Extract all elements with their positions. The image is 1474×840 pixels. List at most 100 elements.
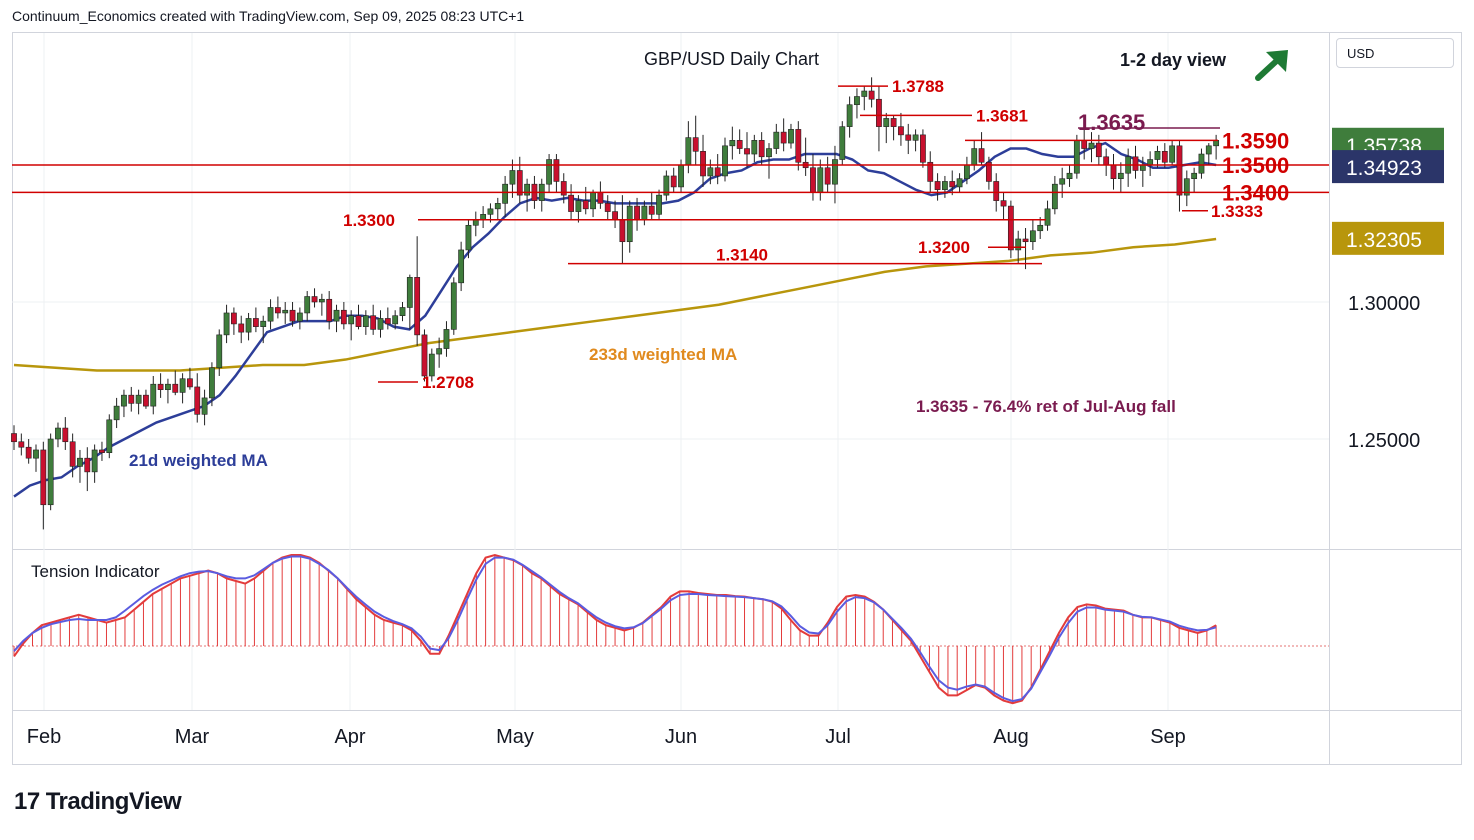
candle-body — [1088, 142, 1095, 149]
candle — [428, 348, 435, 382]
candle — [157, 373, 164, 398]
indicator-signal-line — [13, 555, 1217, 703]
candle-body — [810, 167, 816, 193]
x-tick-feb: Feb — [27, 726, 61, 748]
candle-body — [1015, 238, 1022, 251]
candle — [626, 200, 633, 253]
chart-credit: Continuum_Economics created with Trading… — [12, 8, 525, 24]
candle — [978, 132, 985, 165]
candle — [810, 154, 816, 201]
candle — [1073, 134, 1080, 179]
level-label-1-3200: 1.3200 — [918, 238, 970, 257]
candle-body — [106, 419, 113, 454]
candle-body — [597, 192, 604, 204]
candle — [436, 337, 443, 368]
candle-body — [150, 383, 157, 407]
candle — [1000, 192, 1007, 220]
candle-body — [406, 277, 413, 308]
candle-body — [985, 161, 992, 182]
candle-body — [722, 145, 728, 177]
candle — [832, 145, 838, 204]
candle-body — [780, 131, 787, 144]
candle — [165, 378, 171, 404]
candle-body — [69, 441, 76, 467]
candle — [282, 302, 289, 324]
candle — [890, 115, 897, 141]
candle-body — [582, 200, 589, 210]
candle-body — [252, 318, 259, 327]
candle — [143, 389, 149, 409]
candle — [524, 178, 530, 212]
candle — [465, 219, 472, 259]
candle-body — [824, 167, 831, 185]
candle — [619, 195, 626, 264]
candle-body — [612, 211, 618, 221]
candle-body — [458, 249, 465, 284]
candle — [194, 373, 201, 423]
candle — [340, 302, 347, 330]
candle-body — [963, 164, 970, 179]
candle — [1103, 148, 1110, 176]
candle — [1176, 140, 1183, 212]
candle — [934, 173, 941, 201]
candle-body — [377, 318, 384, 330]
candle-body — [1044, 208, 1051, 226]
candle-body — [421, 334, 428, 377]
candle-body — [274, 307, 281, 314]
candle — [267, 299, 274, 330]
candle — [252, 307, 259, 333]
candle — [920, 129, 926, 168]
candle-body — [883, 118, 890, 127]
candle-body — [1176, 145, 1183, 196]
candle-body — [927, 161, 934, 182]
candle — [1161, 143, 1168, 168]
candle-body — [560, 181, 567, 196]
candle-body — [472, 219, 479, 226]
candle-body — [736, 140, 743, 149]
candle-body — [1073, 140, 1080, 174]
candle — [883, 112, 890, 144]
candle — [392, 310, 399, 330]
candle-body — [1132, 156, 1139, 171]
candle — [1088, 132, 1095, 163]
candle-body — [524, 183, 530, 196]
tradingview-logo[interactable]: 17 TradingView — [14, 788, 182, 816]
currency-button[interactable]: USD — [1336, 38, 1454, 68]
candle-body — [231, 312, 237, 325]
candle-body — [868, 90, 875, 100]
candle — [399, 302, 406, 322]
candle — [876, 85, 882, 152]
candle — [1183, 170, 1190, 207]
candle-body — [172, 383, 179, 393]
candle — [1154, 145, 1161, 168]
candle-body — [1154, 151, 1161, 160]
candle-body — [282, 309, 289, 314]
candle — [597, 181, 604, 209]
price-badge-label-1: 1.34923 — [1346, 157, 1422, 180]
candle-body — [216, 334, 223, 369]
candle-body — [128, 394, 135, 404]
candle-body — [1007, 205, 1014, 251]
indicator-name: Tension Indicator — [31, 562, 160, 581]
candle — [670, 167, 677, 193]
candle — [985, 156, 992, 190]
candle — [751, 134, 758, 163]
candle — [443, 321, 450, 357]
candle-body — [260, 320, 267, 327]
x-tick-jun: Jun — [665, 726, 697, 748]
candle-body — [1095, 142, 1102, 158]
candle-body — [619, 219, 626, 243]
candle-body — [751, 140, 758, 155]
grid — [12, 33, 1329, 710]
candle — [663, 170, 670, 201]
candle-body — [91, 449, 98, 473]
candle-body — [370, 315, 377, 330]
candle-body — [33, 449, 39, 459]
candle-body — [238, 323, 245, 333]
price-badge-1 — [1332, 150, 1444, 184]
candle-body — [62, 427, 69, 443]
candle-body — [905, 134, 912, 141]
candle-body — [494, 203, 501, 210]
